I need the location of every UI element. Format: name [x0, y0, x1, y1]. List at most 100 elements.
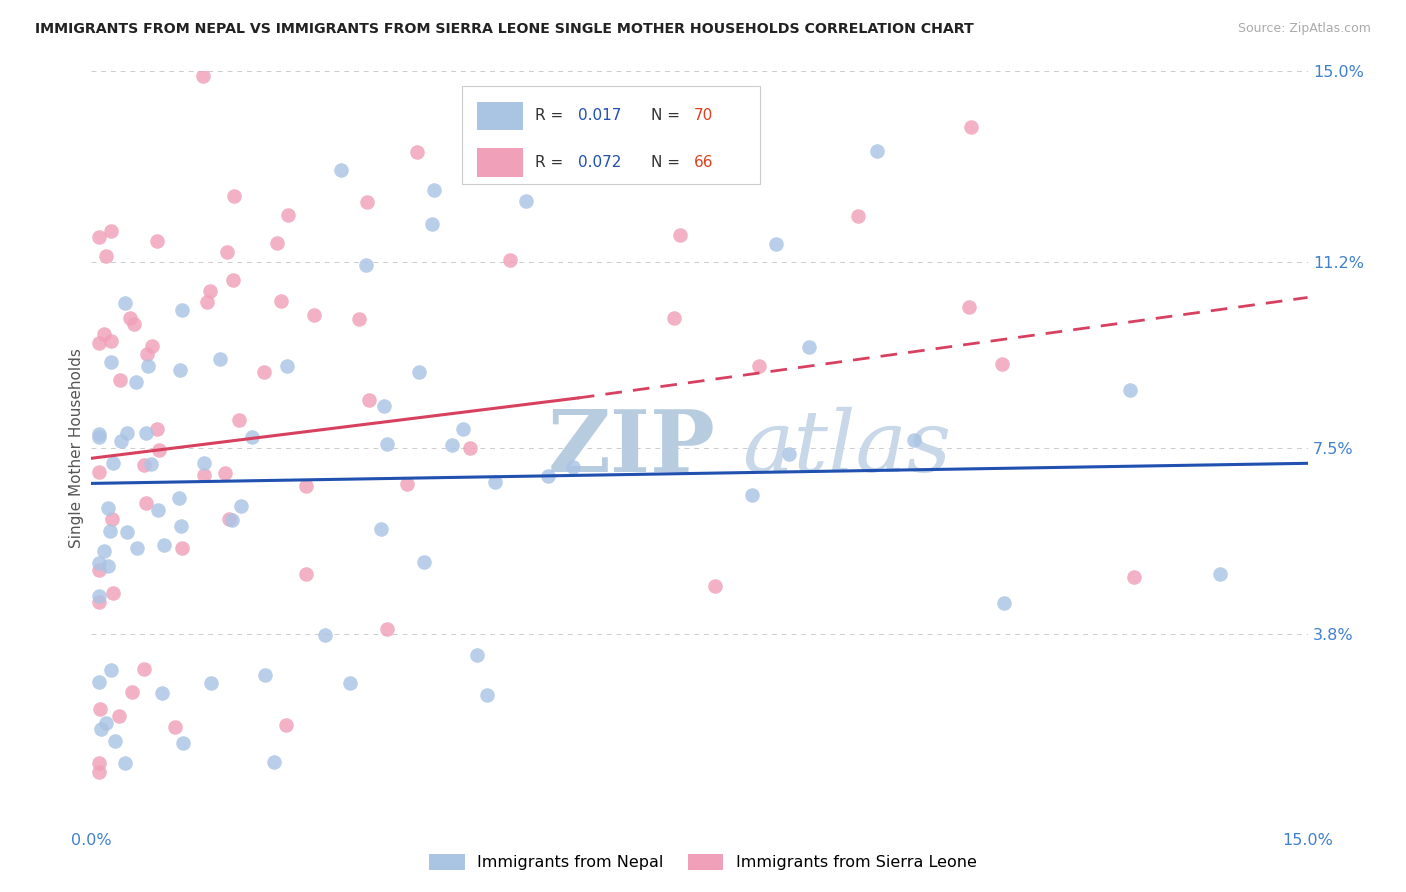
Point	[748, 359, 770, 373]
Text: N =: N =	[651, 155, 685, 170]
Bar	[477, 148, 523, 177]
Point	[94, 716, 117, 731]
Point	[172, 303, 194, 318]
Point	[356, 258, 378, 272]
Point	[118, 310, 141, 325]
Point	[135, 426, 157, 441]
Text: 0.017: 0.017	[578, 108, 621, 123]
Point	[90, 722, 112, 736]
Point	[132, 662, 155, 676]
Point	[314, 628, 336, 642]
Point	[903, 433, 925, 447]
Point	[165, 720, 187, 734]
Point	[100, 355, 122, 369]
Text: N =: N =	[651, 108, 685, 123]
Point	[451, 422, 474, 436]
Point	[370, 522, 392, 536]
Point	[420, 217, 443, 231]
Point	[668, 228, 690, 243]
Point	[132, 458, 155, 472]
Text: atlas: atlas	[742, 407, 952, 490]
Text: R =: R =	[536, 108, 568, 123]
Point	[195, 294, 218, 309]
Point	[266, 236, 288, 251]
Point	[263, 755, 285, 769]
Point	[141, 339, 163, 353]
Point	[1209, 566, 1232, 581]
Point	[1119, 383, 1142, 397]
Point	[347, 311, 370, 326]
Point	[741, 488, 763, 502]
Point	[395, 477, 418, 491]
Text: 70: 70	[693, 108, 713, 123]
Point	[139, 457, 162, 471]
Point	[89, 556, 111, 570]
Point	[412, 555, 434, 569]
Point	[330, 162, 353, 177]
Point	[475, 688, 498, 702]
Point	[89, 595, 111, 609]
Point	[145, 422, 167, 436]
Point	[121, 684, 143, 698]
Point	[224, 189, 246, 203]
Point	[406, 145, 429, 159]
Point	[704, 579, 727, 593]
Point	[93, 326, 115, 341]
Text: R =: R =	[536, 155, 568, 170]
Point	[115, 426, 138, 441]
Point	[191, 70, 214, 84]
Point	[356, 194, 378, 209]
Point	[96, 249, 118, 263]
Point	[193, 467, 215, 482]
Point	[146, 502, 169, 516]
Bar	[463, 87, 761, 185]
Point	[115, 524, 138, 539]
Point	[89, 230, 111, 244]
Point	[108, 709, 131, 723]
Point	[375, 622, 398, 636]
Point	[93, 544, 115, 558]
Point	[458, 441, 481, 455]
Point	[89, 756, 111, 770]
Point	[89, 702, 111, 716]
Point	[423, 183, 446, 197]
Point	[200, 284, 222, 298]
Point	[89, 426, 111, 441]
Point	[408, 365, 430, 379]
Point	[484, 475, 506, 489]
Point	[993, 596, 1015, 610]
Point	[294, 479, 316, 493]
Point	[89, 336, 111, 351]
Point	[135, 347, 157, 361]
Point	[150, 686, 173, 700]
Text: ZIP: ZIP	[547, 406, 716, 491]
Point	[222, 273, 245, 287]
Point	[125, 376, 148, 390]
Point	[254, 667, 277, 681]
Point	[89, 675, 111, 690]
Point	[152, 538, 174, 552]
Point	[1123, 570, 1146, 584]
Point	[114, 756, 136, 770]
Point	[97, 500, 120, 515]
Point	[214, 466, 236, 480]
Point	[148, 442, 170, 457]
Point	[339, 676, 361, 690]
Point	[100, 663, 122, 677]
Point	[89, 764, 111, 779]
Point	[100, 512, 122, 526]
Point	[778, 447, 800, 461]
Point	[662, 310, 685, 325]
Point	[229, 500, 252, 514]
Point	[108, 373, 131, 387]
Point	[848, 209, 870, 223]
Point	[89, 466, 111, 480]
Point	[97, 559, 120, 574]
Point	[765, 237, 787, 252]
Point	[124, 317, 146, 331]
Point	[866, 145, 889, 159]
Point	[440, 438, 463, 452]
Point	[89, 589, 111, 603]
Point	[200, 676, 222, 690]
Point	[277, 208, 299, 222]
